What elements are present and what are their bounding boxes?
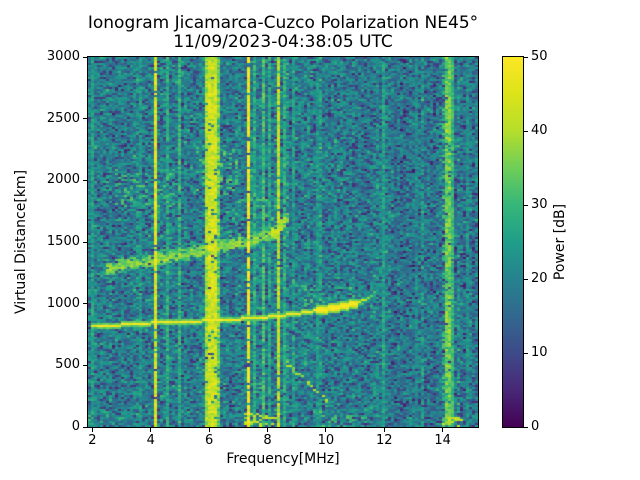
y-tick-mark (83, 118, 87, 120)
colorbar-tick-label: 0 (531, 419, 540, 434)
x-tick-label: 2 (88, 433, 97, 448)
y-tick-mark (83, 426, 87, 428)
colorbar-tick-label: 50 (531, 49, 548, 64)
y-tick-label: 0 (71, 419, 80, 434)
x-tick-label: 14 (434, 433, 451, 448)
plot-area (87, 56, 479, 428)
colorbar-tick-mark (524, 278, 528, 280)
x-tick-mark (208, 428, 210, 432)
y-tick-label: 1000 (46, 295, 80, 311)
y-tick-label: 500 (55, 357, 80, 373)
x-tick-label: 10 (317, 433, 335, 448)
x-tick-label: 12 (376, 433, 393, 448)
y-axis-label: Virtual Distance[km] (13, 169, 29, 315)
colorbar-tick-label: 20 (531, 271, 548, 286)
chart-subtitle: 11/09/2023-04:38:05 UTC (173, 32, 393, 52)
chart-title: Ionogram Jicamarca-Cuzco Polarization NE… (87, 13, 479, 33)
colorbar-tick-label: 40 (531, 123, 548, 138)
colorbar-tick-label: 30 (531, 197, 548, 212)
colorbar-tick-mark (524, 130, 528, 132)
x-tick-mark (442, 428, 444, 432)
colorbar-label: Power [dB] (552, 203, 568, 281)
y-tick-mark (83, 56, 87, 58)
x-tick-mark (150, 428, 152, 432)
x-tick-mark (267, 428, 269, 432)
colorbar-tick-mark (524, 204, 528, 206)
colorbar-tick-mark (524, 352, 528, 354)
y-tick-label: 1500 (46, 234, 80, 249)
y-tick-label: 2500 (46, 110, 80, 126)
x-tick-label: 8 (263, 433, 272, 448)
colorbar-gradient (503, 57, 523, 427)
y-tick-label: 2000 (46, 172, 80, 188)
colorbar-tick-mark (524, 426, 528, 428)
colorbar-tick-label: 10 (531, 345, 548, 360)
y-tick-mark (83, 364, 87, 366)
y-tick-mark (83, 241, 87, 243)
x-tick-label: 4 (146, 433, 155, 448)
ionogram-heatmap-canvas (88, 57, 478, 427)
y-tick-mark (83, 303, 87, 305)
x-tick-mark (325, 428, 327, 432)
x-tick-mark (383, 428, 385, 432)
y-tick-label: 3000 (46, 49, 80, 64)
colorbar (502, 56, 524, 428)
x-tick-mark (91, 428, 93, 432)
colorbar-tick-mark (524, 56, 528, 58)
y-tick-mark (83, 179, 87, 181)
x-tick-label: 6 (205, 433, 214, 448)
x-axis-label: Frequency[MHz] (226, 451, 340, 467)
